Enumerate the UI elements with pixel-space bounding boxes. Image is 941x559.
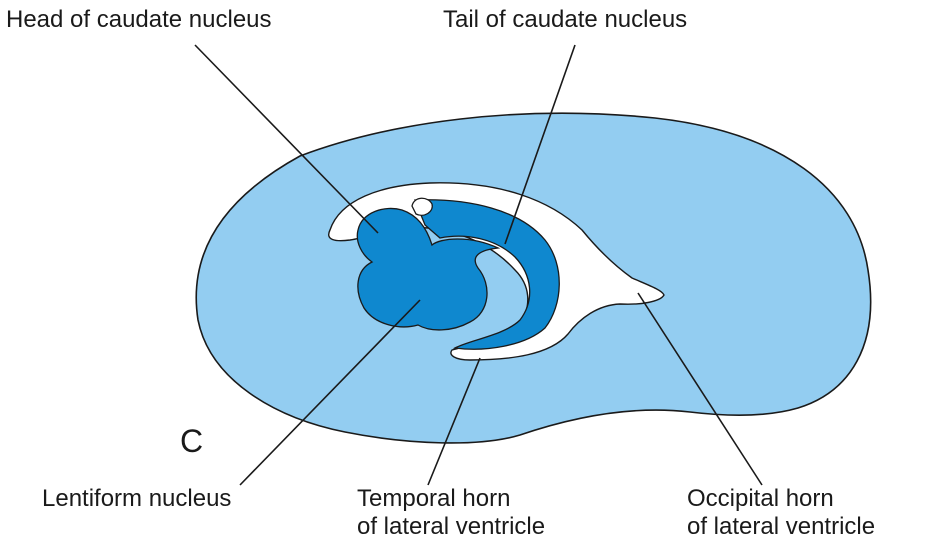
- label-occipital-horn-line2: of lateral ventricle: [687, 513, 876, 540]
- leader-tail-of-caudate: [504, 44, 576, 245]
- leader-head-of-caudate: [194, 44, 379, 234]
- label-temporal-horn: Temporal horn of lateral ventricle: [357, 485, 545, 541]
- label-occipital-horn-line1: Occipital horn: [687, 485, 834, 512]
- leader-lentiform: [239, 299, 421, 486]
- leader-occipital-horn: [637, 292, 763, 486]
- caudate-head-lentiform: [356, 207, 501, 331]
- label-occipital-horn: Occipital horn of lateral ventricle: [687, 485, 875, 541]
- label-tail-of-caudate: Tail of caudate nucleus: [443, 6, 688, 33]
- caudate-tail: [414, 199, 560, 350]
- label-head-of-caudate: Head of caudate nucleus: [6, 6, 272, 33]
- panel-letter: C: [180, 423, 204, 459]
- leader-temporal-horn: [427, 357, 481, 486]
- label-lentiform-nucleus: Lentiform nucleus: [42, 485, 232, 512]
- label-temporal-horn-line2: of lateral ventricle: [357, 513, 546, 540]
- caudate-tail-tip: [411, 197, 433, 216]
- label-temporal-horn-line1: Temporal horn: [357, 485, 511, 512]
